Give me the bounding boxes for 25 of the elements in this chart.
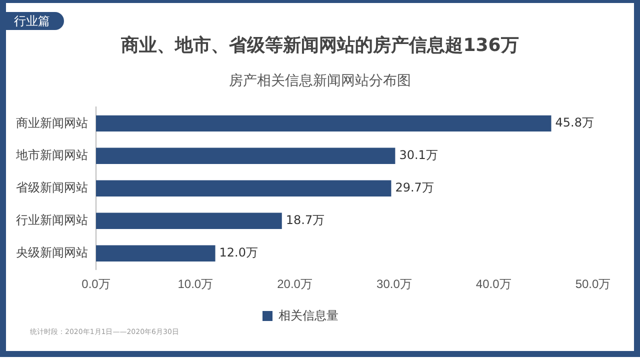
bar <box>96 245 216 262</box>
x-tick-label: 30.0万 <box>376 277 412 292</box>
text: 行业篇 <box>0 12 64 30</box>
bar <box>96 115 552 132</box>
data-label: 29.7万 <box>395 180 434 195</box>
y-tick-label: 行业新闻网站 <box>16 213 88 228</box>
x-tick-label: 50.0万 <box>575 277 611 292</box>
x-tick-label: 0.0万 <box>82 277 110 292</box>
bar <box>96 180 392 197</box>
chart-title: 商业、地市、省级等新闻网站的房产信息超136万 <box>120 34 520 57</box>
y-tick-label: 地市新闻网站 <box>15 148 88 162</box>
bar <box>96 212 282 229</box>
x-tick-label: 40.0万 <box>476 277 512 292</box>
legend-label: 相关信息量 <box>278 308 338 322</box>
bar <box>96 148 396 164</box>
data-label: 18.7万 <box>286 213 325 228</box>
y-tick-label: 商业新闻网站 <box>16 116 88 130</box>
x-tick-label: 10.0万 <box>178 277 214 292</box>
x-tick-label: 20.0万 <box>277 277 312 292</box>
data-label: 45.8万 <box>555 116 594 130</box>
y-tick-label: 省级新闻网站 <box>16 180 88 195</box>
data-label: 30.1万 <box>399 148 438 162</box>
data-label: 12.0万 <box>219 245 258 260</box>
y-tick-label: 央级新闻网站 <box>16 246 88 260</box>
chart-subtitle: 房产相关信息新闻网站分布图 <box>228 72 412 90</box>
